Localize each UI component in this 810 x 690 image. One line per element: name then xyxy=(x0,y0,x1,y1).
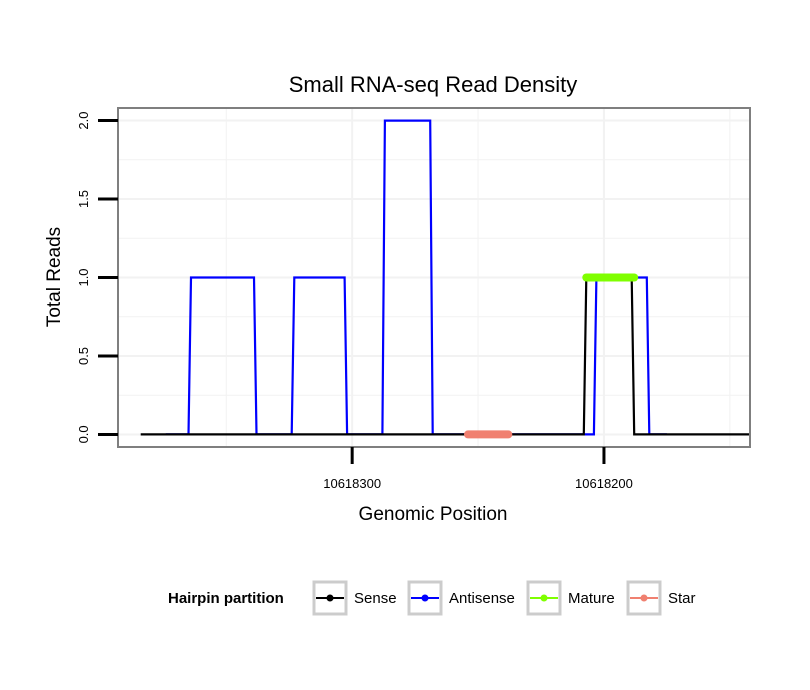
legend-key-point xyxy=(421,594,429,602)
legend-key-box xyxy=(526,580,562,616)
y-tick-label: 0.5 xyxy=(76,347,91,365)
legend-key-point xyxy=(640,594,648,602)
series-layer xyxy=(140,119,750,439)
y-axis: 0.0 0.5 1.0 1.5 2.0 xyxy=(76,112,118,443)
legend-key-point xyxy=(540,594,548,602)
legend-label: Sense xyxy=(354,590,397,607)
legend-label: Antisense xyxy=(449,590,515,607)
legend-item-mature: Mature xyxy=(526,580,615,616)
legend-item-sense: Sense xyxy=(312,580,397,616)
legend-label: Star xyxy=(668,590,696,607)
y-tick-label: 1.0 xyxy=(76,268,91,286)
chart-title: Small RNA-seq Read Density xyxy=(289,72,578,97)
y-tick-label: 1.5 xyxy=(76,190,91,208)
x-tick-label: 10618300 xyxy=(323,476,381,491)
legend: Hairpin partition Sense Antisense Mature St… xyxy=(168,580,696,616)
legend-item-star: Star xyxy=(626,580,696,616)
legend-key-point xyxy=(326,594,334,602)
legend-item-antisense: Antisense xyxy=(407,580,515,616)
legend-title: Hairpin partition xyxy=(168,590,284,607)
y-tick-label: 0.0 xyxy=(76,425,91,443)
y-axis-title: Total Reads xyxy=(44,227,65,327)
y-tick-label: 2.0 xyxy=(76,112,91,130)
x-axis-title: Genomic Position xyxy=(359,504,508,525)
x-tick-label: 10618200 xyxy=(575,476,633,491)
x-axis: 10618300 10618200 xyxy=(323,447,633,491)
legend-label: Mature xyxy=(568,590,615,607)
